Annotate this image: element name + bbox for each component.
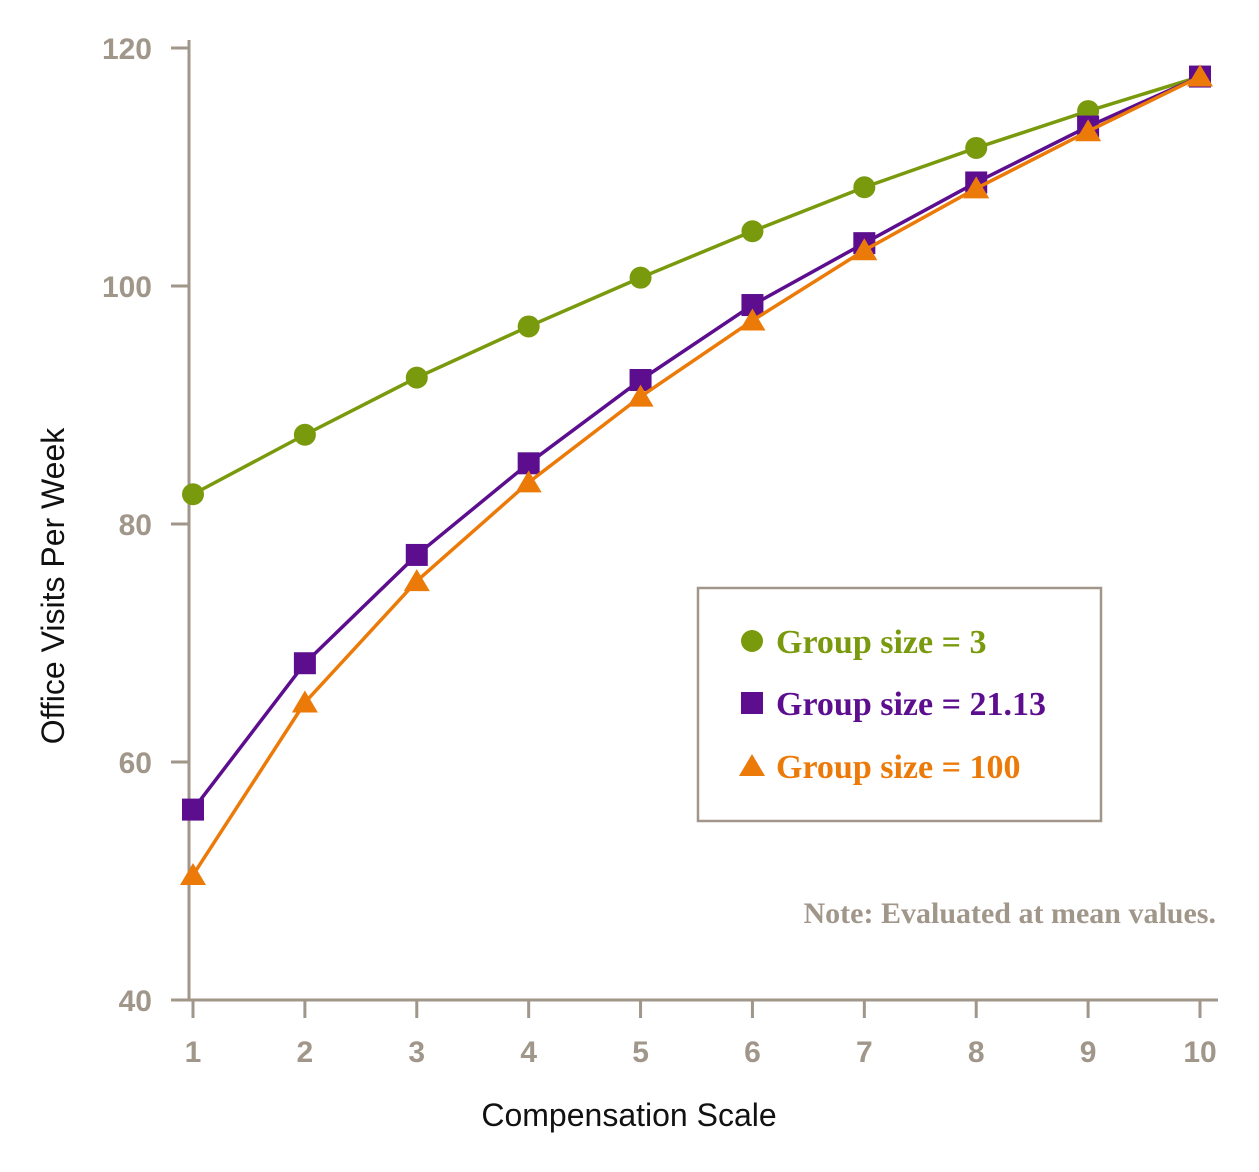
data-point-triangle (180, 863, 206, 886)
data-point-square (629, 369, 652, 392)
y-tick-label: 120 (102, 33, 152, 66)
x-tick-label: 8 (968, 1036, 985, 1069)
data-point-triangle (1075, 119, 1102, 142)
data-point-circle (182, 483, 204, 506)
series-1 (182, 65, 1211, 506)
data-point-circle (517, 315, 540, 338)
data-point-square (182, 798, 204, 821)
x-tick-label: 6 (744, 1036, 761, 1069)
data-point-circle (965, 136, 988, 159)
y-tick-label: 100 (102, 271, 152, 304)
series-line (191, 74, 1201, 877)
data-point-triangle (291, 690, 318, 713)
note-text: Note: Evaluated at mean values. (804, 897, 1216, 930)
x-tick-label: 7 (856, 1036, 873, 1069)
y-tick-label: 60 (119, 747, 152, 780)
x-tick-label: 5 (632, 1036, 649, 1069)
legend-box (696, 586, 1103, 823)
legend-label: Group size = 21.13 (776, 686, 1046, 723)
data-point-triangle (963, 176, 990, 199)
legend: Group size = 3 Group size = 21.13 Group si… (696, 586, 1103, 823)
data-point-circle (405, 366, 428, 389)
legend-marker-square (741, 692, 763, 714)
series-line (191, 74, 1201, 811)
data-point-circle (629, 266, 652, 289)
y-axis-title: Office Visits Per Week (35, 427, 71, 745)
data-point-triangle (851, 238, 878, 261)
x-axis-title: Compensation Scale (481, 1097, 776, 1133)
x-tick-label: 3 (408, 1036, 425, 1069)
data-point-square (293, 652, 316, 675)
data-point-circle (853, 176, 876, 199)
data-point-circle (293, 423, 316, 446)
data-point-triangle (515, 470, 542, 493)
y-tick-label: 40 (119, 985, 152, 1018)
legend-marker-triangle (739, 754, 765, 776)
x-tick-label: 4 (520, 1036, 537, 1069)
data-point-triangle (403, 569, 430, 592)
axes: 40 60 80 100 120 1 2 3 4 5 6 7 8 9 10 (102, 33, 1218, 1069)
data-point-square (405, 543, 428, 566)
series-3 (180, 64, 1213, 886)
data-point-triangle (739, 308, 766, 331)
data-point-square (741, 294, 764, 317)
x-tick-label: 10 (1183, 1036, 1216, 1069)
legend-label: Group size = 3 (776, 624, 986, 661)
x-tick-label: 1 (185, 1036, 202, 1069)
data-point-square (517, 452, 540, 475)
series-layer (180, 64, 1213, 886)
y-tick-label: 80 (119, 509, 152, 542)
data-point-triangle (627, 384, 654, 407)
legend-items: Group size = 3 Group size = 21.13 Group si… (739, 624, 1046, 786)
data-point-triangle (1187, 64, 1213, 87)
legend-marker-circle (741, 630, 763, 652)
legend-label: Group size = 100 (776, 749, 1020, 786)
x-tick-label: 9 (1080, 1036, 1097, 1069)
x-tick-label: 2 (297, 1036, 314, 1069)
series-line (192, 74, 1201, 496)
data-point-circle (741, 220, 764, 243)
